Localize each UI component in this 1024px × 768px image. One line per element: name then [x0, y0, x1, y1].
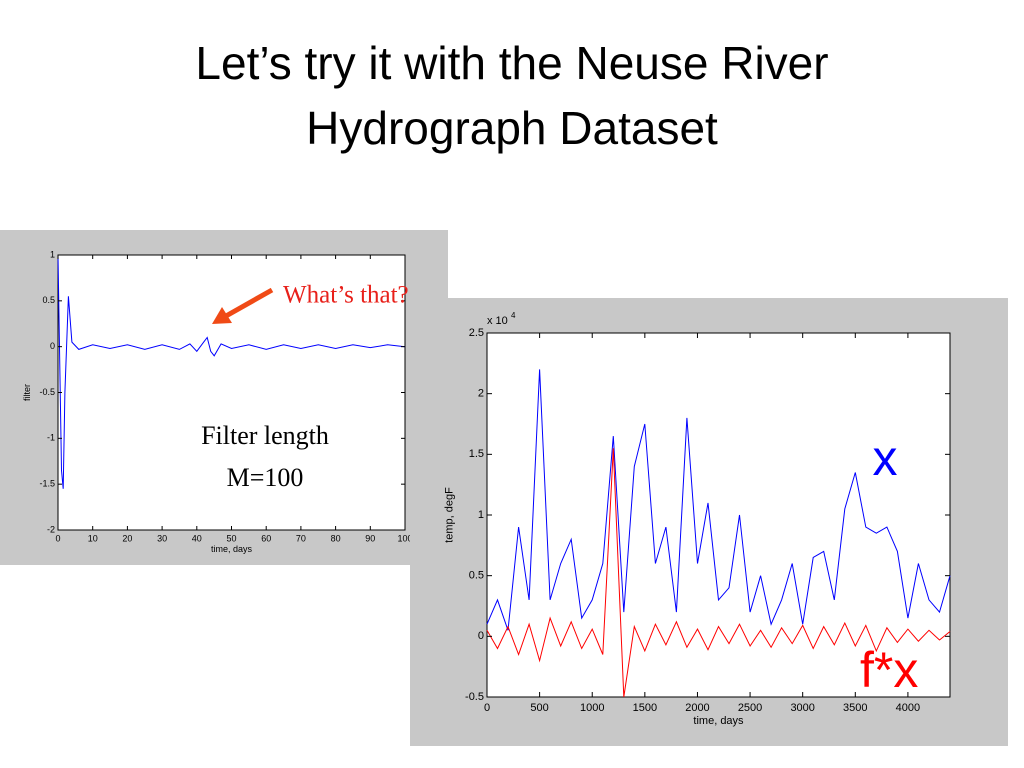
annotation: M=100	[227, 463, 304, 492]
x-tick-label: 40	[192, 533, 202, 543]
x-tick-label: 90	[365, 533, 375, 543]
y-tick-label: -0.5	[465, 691, 484, 703]
annotation: What’s that?	[283, 282, 409, 309]
axis-multiplier-exponent: 4	[511, 311, 516, 320]
x-tick-label: 2500	[738, 702, 762, 714]
x-tick-label: 30	[157, 533, 167, 543]
y-tick-label: -0.5	[39, 387, 55, 397]
y-tick-label: -1.5	[39, 479, 55, 489]
plot-area	[486, 332, 951, 698]
x-tick-label: 3500	[843, 702, 867, 714]
x-tick-label: 100	[397, 533, 412, 543]
x-tick-label: 60	[261, 533, 271, 543]
slide-title: Hydrograph Dataset	[306, 102, 718, 154]
y-tick-label: 0	[478, 630, 484, 642]
y-axis-label: filter	[22, 384, 32, 401]
y-tick-label: -1	[47, 433, 55, 443]
data-line	[57, 254, 406, 489]
y-tick-label: 1	[478, 509, 484, 521]
x-axis-label: time, days	[211, 544, 253, 554]
data-line	[486, 369, 951, 631]
y-tick-label: 1.5	[469, 448, 484, 460]
y-tick-label: -2	[47, 524, 55, 534]
y-tick-label: 0.5	[42, 295, 55, 305]
plot-area	[57, 254, 406, 531]
x-tick-label: 4000	[896, 702, 920, 714]
x-tick-label: 3000	[790, 702, 814, 714]
x-tick-label: 50	[226, 533, 236, 543]
x-tick-label: 80	[331, 533, 341, 543]
series-label: x	[873, 430, 898, 486]
y-axis-label: temp, degF	[444, 487, 456, 543]
x-tick-label: 70	[296, 533, 306, 543]
y-tick-label: 0.5	[469, 570, 484, 582]
x-tick-label: 0	[55, 533, 60, 543]
y-tick-label: 0	[50, 341, 55, 351]
chart: 0 10 20 30 40 50 60 70 80 90 100 -2 -1.5 -1 -0.5 0 0.5 1 t…	[22, 249, 413, 554]
y-tick-label: 2	[478, 388, 484, 400]
slide-title: Let’s try it with the Neuse River	[195, 37, 828, 89]
x-tick-label: 2000	[685, 702, 709, 714]
x-tick-label: 1500	[633, 702, 657, 714]
series-label: f*x	[860, 642, 918, 698]
x-tick-label: 10	[88, 533, 98, 543]
data-line	[486, 448, 951, 698]
x-tick-label: 500	[530, 702, 548, 714]
chart: 0 500 1000 1500 2000 2500 3000 3500 4000-0.500.5…	[444, 311, 951, 727]
arrow	[224, 287, 274, 319]
axis-multiplier: x 10	[487, 315, 508, 327]
y-tick-label: 1	[50, 249, 55, 259]
x-axis-label: time, days	[693, 715, 744, 727]
annotation: Filter length	[201, 421, 329, 450]
arrow-head	[212, 307, 232, 324]
x-tick-label: 1000	[580, 702, 604, 714]
annotation-layer: What’s that? Filter length M=100	[201, 282, 409, 492]
x-tick-label: 0	[484, 702, 490, 714]
y-tick-label: 2.5	[469, 327, 484, 339]
x-tick-label: 20	[122, 533, 132, 543]
